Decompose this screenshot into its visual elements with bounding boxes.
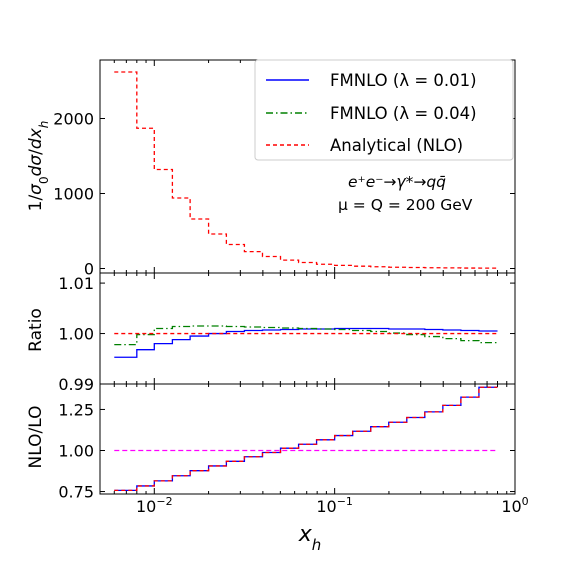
xtick-label-0: 10−2 (136, 495, 173, 516)
kfac-series-2 (114, 386, 498, 492)
ratio-ylabel: Ratio (26, 308, 46, 352)
panel-kfac: 0.75 1.00 1.25 (58, 383, 516, 502)
ratio-ytick-label-2: 1.01 (58, 274, 94, 293)
ratio-series-0 (114, 327, 498, 358)
xtick-label-1: 10−1 (316, 495, 353, 516)
legend: FMNLO (λ = 0.01) FMNLO (λ = 0.04) Analyt… (254, 59, 514, 161)
dist-ylabel: 1/σ0dσ/dxh (26, 121, 51, 212)
kfac-ytick-label-2: 1.25 (58, 400, 94, 419)
dist-ytick-label-1: 1000 (53, 185, 94, 204)
dist-ytick-label-0: 0 (84, 260, 94, 279)
process-annotation: e⁺e⁻→γ*→qq̄ (348, 173, 446, 191)
legend-label-fmnlo-001: FMNLO (λ = 0.01) (330, 71, 477, 90)
panel-ratio: 0.99 1.00 1.01 (58, 272, 516, 394)
panel-kfac-frame (99, 383, 516, 495)
dist-series-0 (114, 71, 498, 269)
legend-frame (254, 59, 514, 161)
x-axis-label: xh (298, 522, 322, 554)
kfac-ylabel: NLO/LO (26, 406, 46, 469)
kfac-series-1 (114, 386, 498, 492)
ratio-ytick-label-0: 0.99 (58, 375, 94, 394)
dist-ytick-label-2: 2000 (53, 110, 94, 129)
kfac-ytick-label-1: 1.00 (58, 441, 94, 460)
kfac-ytick-label-0: 0.75 (58, 483, 94, 502)
ratio-series-1 (114, 325, 498, 346)
ratio-ytick-label-1: 1.00 (58, 325, 94, 344)
legend-label-analytical: Analytical (NLO) (330, 136, 463, 155)
xtick-label-2: 100 (501, 495, 528, 516)
legend-label-fmnlo-004: FMNLO (λ = 0.04) (330, 104, 477, 123)
scale-annotation: μ = Q = 200 GeV (338, 196, 473, 214)
